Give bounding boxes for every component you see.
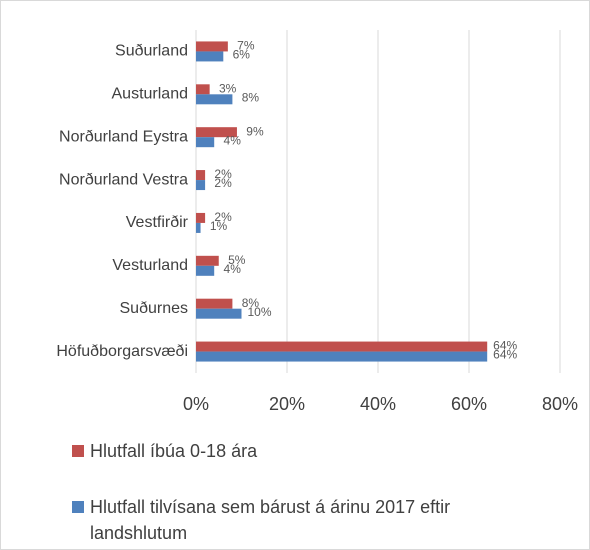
value-label: 4% xyxy=(224,262,242,276)
bar xyxy=(196,222,201,233)
x-tick-label: 40% xyxy=(360,394,396,414)
bar xyxy=(196,51,224,62)
bar xyxy=(196,298,233,309)
legend-swatch xyxy=(72,501,84,513)
bar xyxy=(196,84,210,95)
bar xyxy=(196,94,233,105)
value-label: 5% xyxy=(228,253,246,267)
bar xyxy=(196,180,206,191)
legend: Hlutfall íbúa 0-18 ára Hlutfall tilvísana… xyxy=(72,438,552,550)
category-label: Norðurland Eystra xyxy=(59,128,188,145)
value-label: 2% xyxy=(214,167,232,181)
category-label: Norðurland Vestra xyxy=(59,171,188,188)
legend-label: Hlutfall tilvísana sem bárust á árinu 20… xyxy=(90,497,451,543)
bar xyxy=(196,265,215,276)
category-label: Suðurnes xyxy=(120,300,189,317)
value-label: 4% xyxy=(224,133,242,147)
bar xyxy=(196,351,488,362)
value-label: 2% xyxy=(214,176,232,190)
legend-label: Hlutfall íbúa 0-18 ára xyxy=(90,441,258,461)
bar xyxy=(196,137,215,148)
category-label: Vesturland xyxy=(112,257,188,274)
category-label: Suðurland xyxy=(115,43,188,60)
value-label: 1% xyxy=(210,219,228,233)
bar xyxy=(196,212,206,223)
legend-item: Hlutfall tilvísana sem bárust á árinu 20… xyxy=(72,494,552,546)
value-label: 9% xyxy=(246,124,264,138)
value-label: 7% xyxy=(237,39,255,53)
legend-swatch xyxy=(72,445,84,457)
bar xyxy=(196,308,242,319)
x-tick-label: 20% xyxy=(269,394,305,414)
x-tick-label: 80% xyxy=(542,394,578,414)
value-label: 8% xyxy=(242,90,260,104)
x-tick-label: 0% xyxy=(183,394,209,414)
value-label: 8% xyxy=(242,296,260,310)
bar xyxy=(196,255,219,266)
value-label: 6% xyxy=(233,48,251,62)
value-label: 64% xyxy=(493,339,517,353)
legend-item: Hlutfall íbúa 0-18 ára xyxy=(72,438,552,464)
category-label: Vestfirðir xyxy=(126,214,189,231)
value-label: 2% xyxy=(214,210,232,224)
bar xyxy=(196,41,228,52)
value-label: 3% xyxy=(219,81,237,95)
category-label: Höfuðborgarsvæði xyxy=(56,343,188,360)
x-tick-label: 60% xyxy=(451,394,487,414)
category-label: Austurland xyxy=(112,86,189,103)
bar xyxy=(196,127,237,138)
value-label: 10% xyxy=(247,305,271,319)
bar xyxy=(196,341,488,352)
bar xyxy=(196,170,206,181)
value-label: 64% xyxy=(493,348,517,362)
